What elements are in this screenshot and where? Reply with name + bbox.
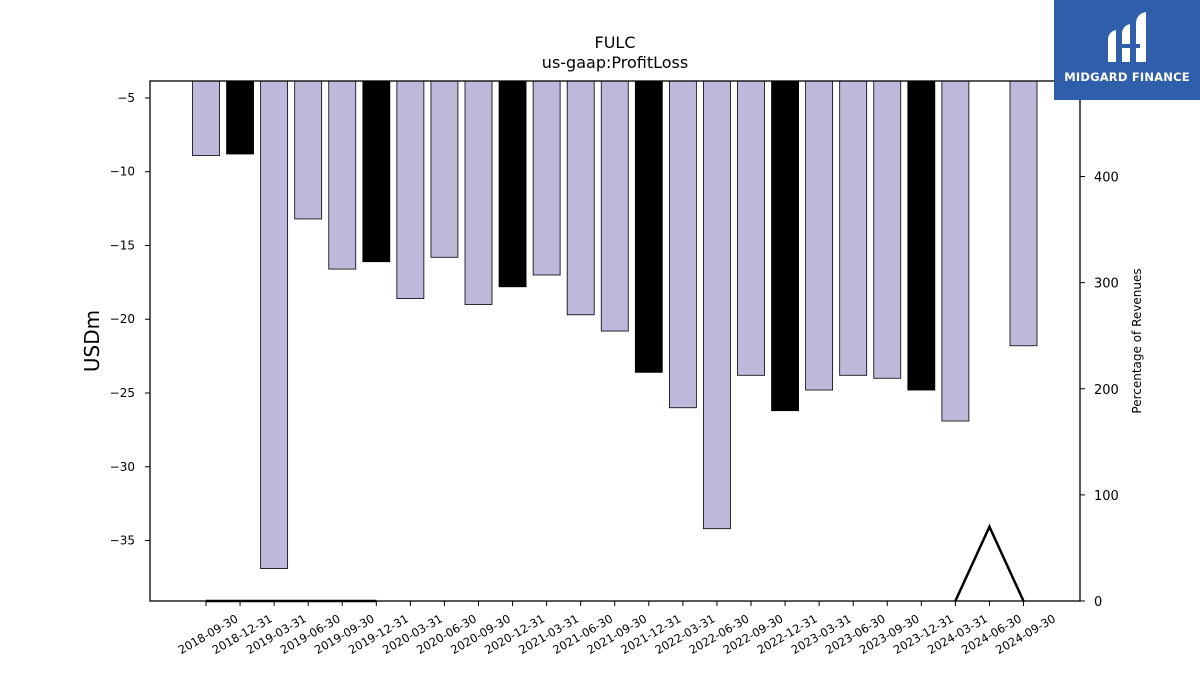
y2-axis-label: Percentage of Revenues	[1130, 268, 1144, 413]
revenue-pct-line-segment-2	[954, 523, 1025, 602]
bar-2022-06-30	[703, 80, 731, 530]
bar-2021-06-30	[566, 80, 595, 316]
bar-2018-09-30	[192, 80, 220, 156]
bar-2020-06-30	[430, 80, 459, 258]
bar-2018-12-31	[226, 80, 254, 155]
y2-tick-label: 300	[1094, 277, 1119, 292]
bar-2024-03-31	[941, 80, 970, 422]
bar-2022-09-30	[737, 80, 765, 376]
y-tick-label: −25	[110, 386, 135, 400]
y2-tick-label: 0	[1094, 595, 1102, 610]
bar-2021-03-31	[532, 80, 561, 276]
bar-2023-06-30	[839, 80, 868, 376]
bar-2023-03-31	[805, 80, 834, 391]
bar-2023-12-31	[907, 80, 936, 391]
bar-2022-12-31	[771, 80, 799, 412]
y-tick-label: −30	[110, 460, 135, 474]
logo-text: MIDGARD FINANCE	[1064, 70, 1190, 84]
brand-logo: MIDGARD FINANCE	[1054, 0, 1200, 100]
y2-tick-label: 200	[1094, 383, 1119, 398]
bar-2019-03-31	[260, 80, 289, 569]
bar-2022-03-31	[668, 80, 697, 409]
y-tick-label: −15	[110, 238, 135, 252]
bar-2020-12-31	[498, 80, 527, 288]
y-tick-label: −5	[117, 91, 135, 105]
y-tick-label: −10	[110, 165, 135, 179]
chart-title: FULC	[595, 33, 636, 52]
bar-2023-09-30	[873, 80, 902, 379]
midgard-logo-icon	[1108, 12, 1146, 62]
y2-tick-label: 400	[1094, 171, 1119, 186]
bar-2019-06-30	[294, 80, 323, 220]
bar-2019-09-30	[328, 80, 357, 270]
bar-2024-09-30	[1009, 80, 1038, 347]
y-tick-label: −20	[110, 312, 135, 326]
bar-2019-12-31	[362, 80, 391, 263]
bar-2021-12-31	[634, 80, 663, 373]
y-axis-label: USDm	[80, 310, 104, 372]
y-tick-label: −35	[110, 534, 135, 548]
y2-tick-label: 100	[1094, 489, 1119, 504]
bar-2020-09-30	[464, 80, 493, 305]
bar-2020-03-31	[396, 80, 425, 299]
bar-2021-09-30	[600, 80, 629, 332]
chart-subtitle: us-gaap:ProfitLoss	[542, 53, 688, 72]
